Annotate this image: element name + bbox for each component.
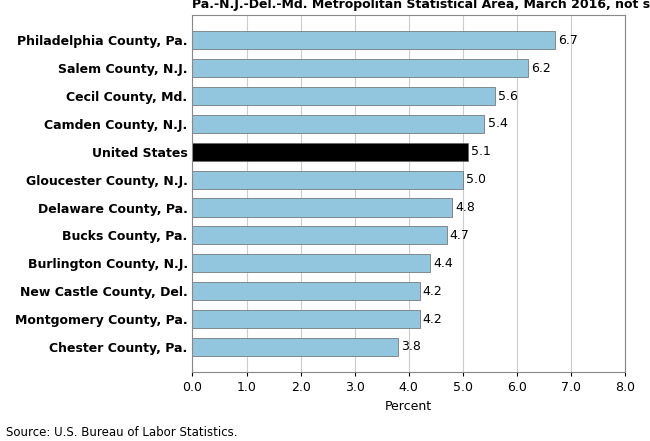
Text: 4.7: 4.7 <box>450 229 470 242</box>
Text: 6.2: 6.2 <box>531 62 551 75</box>
Bar <box>192 143 468 161</box>
Text: 6.7: 6.7 <box>558 34 578 47</box>
Bar <box>192 282 419 300</box>
X-axis label: Percent: Percent <box>385 400 432 413</box>
Bar <box>192 115 484 133</box>
Text: Chart 1. Unemployment rates for the United States and counties in the Philadelph: Chart 1. Unemployment rates for the Unit… <box>192 0 650 11</box>
Text: 4.2: 4.2 <box>422 313 443 325</box>
Text: 4.8: 4.8 <box>455 201 475 214</box>
Text: Source: U.S. Bureau of Labor Statistics.: Source: U.S. Bureau of Labor Statistics. <box>6 426 238 439</box>
Text: 4.2: 4.2 <box>422 284 443 298</box>
Text: 5.4: 5.4 <box>488 117 508 131</box>
Text: 5.0: 5.0 <box>466 173 486 186</box>
Bar <box>192 59 528 77</box>
Bar <box>192 31 554 49</box>
Bar <box>192 338 398 356</box>
Bar <box>192 226 447 244</box>
Text: 5.6: 5.6 <box>499 90 518 103</box>
Bar <box>192 254 430 273</box>
Text: 3.8: 3.8 <box>401 340 421 353</box>
Bar <box>192 171 463 189</box>
Bar <box>192 87 495 105</box>
Bar <box>192 198 452 217</box>
Text: 5.1: 5.1 <box>471 145 491 158</box>
Text: 4.4: 4.4 <box>434 257 453 270</box>
Bar <box>192 310 419 328</box>
